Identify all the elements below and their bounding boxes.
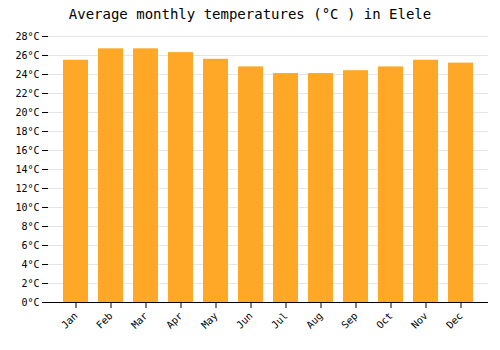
svg-text:Apr: Apr [164,310,185,331]
svg-text:28°C: 28°C [15,31,39,42]
svg-text:2°C: 2°C [21,278,39,289]
svg-text:0°C: 0°C [21,297,39,308]
svg-text:May: May [199,310,220,331]
svg-text:10°C: 10°C [15,202,39,213]
svg-text:Mar: Mar [129,310,150,331]
svg-text:14°C: 14°C [15,164,39,175]
svg-text:12°C: 12°C [15,183,39,194]
svg-text:Feb: Feb [94,310,115,331]
svg-text:22°C: 22°C [15,88,39,99]
svg-text:16°C: 16°C [15,145,39,156]
svg-text:Oct: Oct [374,310,395,331]
svg-text:Aug: Aug [304,310,325,331]
svg-text:Jul: Jul [269,310,290,331]
svg-text:20°C: 20°C [15,107,39,118]
svg-text:Nov: Nov [409,310,430,331]
svg-text:8°C: 8°C [21,221,39,232]
svg-text:Jun: Jun [234,310,255,331]
svg-text:Sep: Sep [339,310,360,331]
svg-text:26°C: 26°C [15,50,39,61]
svg-text:6°C: 6°C [21,240,39,251]
svg-text:Dec: Dec [444,310,465,331]
html-text:Average monthly temperatures (: Average monthly temperatures (°C ) in El… [68,6,432,22]
svg-text:24°C: 24°C [15,69,39,80]
svg-text:18°C: 18°C [15,126,39,137]
svg-text:4°C: 4°C [21,259,39,270]
svg-text:Jan: Jan [59,310,80,331]
